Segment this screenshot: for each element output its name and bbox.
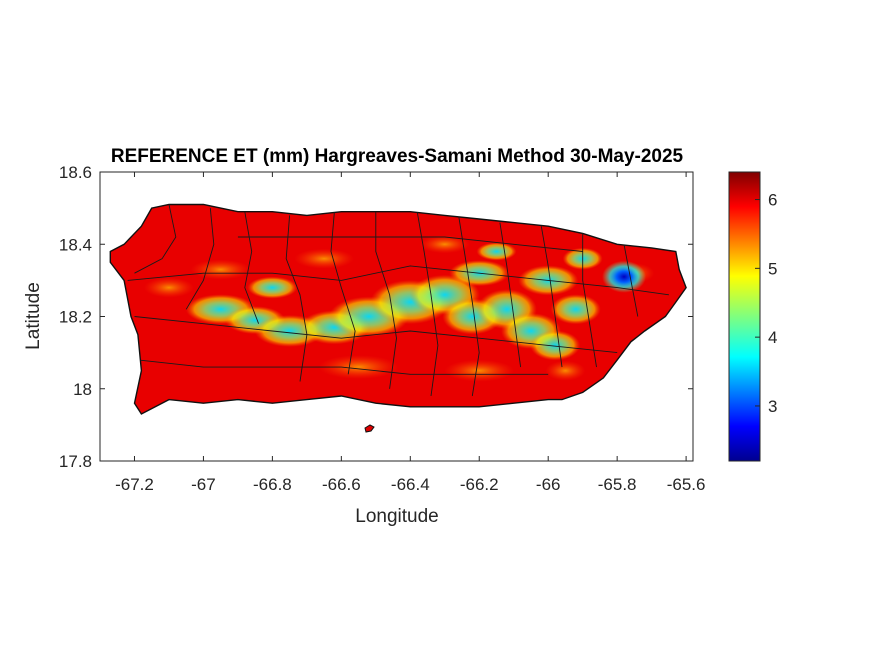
colorbar-ticks: 3 4 5 6 xyxy=(755,191,777,416)
heat-cell-warm xyxy=(143,277,194,298)
caja-de-muertos-island xyxy=(364,424,375,433)
municipality-border xyxy=(416,211,439,397)
x-tick-label: -67.2 xyxy=(115,475,154,494)
heat-cell-cool xyxy=(550,294,601,325)
heat-cell-warm xyxy=(444,359,515,382)
x-axis: -67.2 -67 -66.8 -66.6 -66.4 -66.2 -66 -65.8 -65.… xyxy=(115,172,705,494)
municipality-border xyxy=(582,233,597,368)
municipality-border xyxy=(330,211,356,375)
colorbar xyxy=(728,171,761,462)
municipality-border xyxy=(285,215,308,382)
x-tick-label: -66 xyxy=(536,475,561,494)
island-outline xyxy=(109,203,687,415)
heat-cell-warm xyxy=(294,248,355,269)
municipality-border xyxy=(244,211,260,324)
x-axis-label: Longitude xyxy=(355,506,438,527)
y-tick-label: 17.8 xyxy=(59,452,92,471)
municipality-border xyxy=(623,244,639,317)
heat-cell-warm xyxy=(419,235,470,254)
colorbar-tick-label: 3 xyxy=(768,397,777,416)
y-axis-label: Latitude xyxy=(23,282,44,350)
island-heatmap xyxy=(110,204,687,414)
colorbar-tick-label: 6 xyxy=(768,191,777,210)
municipality-border xyxy=(127,265,669,296)
heat-cell-warm xyxy=(318,355,399,380)
municipality-border xyxy=(458,215,480,397)
x-tick-label: -65.8 xyxy=(598,475,637,494)
y-tick-label: 18.4 xyxy=(59,235,92,254)
heat-cell-minimum xyxy=(602,260,647,293)
y-axis: 17.8 18 18.2 18.4 18.6 xyxy=(59,163,693,471)
x-tick-label: -66.2 xyxy=(460,475,499,494)
heat-cell-warm xyxy=(545,360,586,381)
colorbar-tick-label: 4 xyxy=(768,328,777,347)
colorbar-tick-label: 5 xyxy=(768,259,777,278)
x-tick-label: -66.8 xyxy=(253,475,292,494)
municipality-border xyxy=(375,211,397,389)
heat-cell-cool xyxy=(530,330,581,361)
municipality-border xyxy=(185,208,215,310)
x-tick-label: -65.6 xyxy=(667,475,706,494)
municipality-border xyxy=(137,359,549,375)
y-tick-label: 18.6 xyxy=(59,163,92,182)
municipality-border xyxy=(134,316,618,354)
municipality-border xyxy=(237,236,583,252)
x-tick-label: -66.4 xyxy=(391,475,430,494)
x-tick-label: -67 xyxy=(191,475,216,494)
x-tick-label: -66.6 xyxy=(322,475,361,494)
municipality-borders xyxy=(127,204,669,397)
y-tick-label: 18 xyxy=(73,380,92,399)
heat-cell-cool xyxy=(247,276,298,299)
municipality-border xyxy=(540,226,563,368)
heat-cell-warm xyxy=(190,259,251,280)
chart-title: REFERENCE ET (mm) Hargreaves-Samani Meth… xyxy=(111,146,684,167)
municipality-border xyxy=(134,204,177,274)
heat-cell-cool xyxy=(476,242,517,261)
y-tick-label: 18.2 xyxy=(59,308,92,327)
